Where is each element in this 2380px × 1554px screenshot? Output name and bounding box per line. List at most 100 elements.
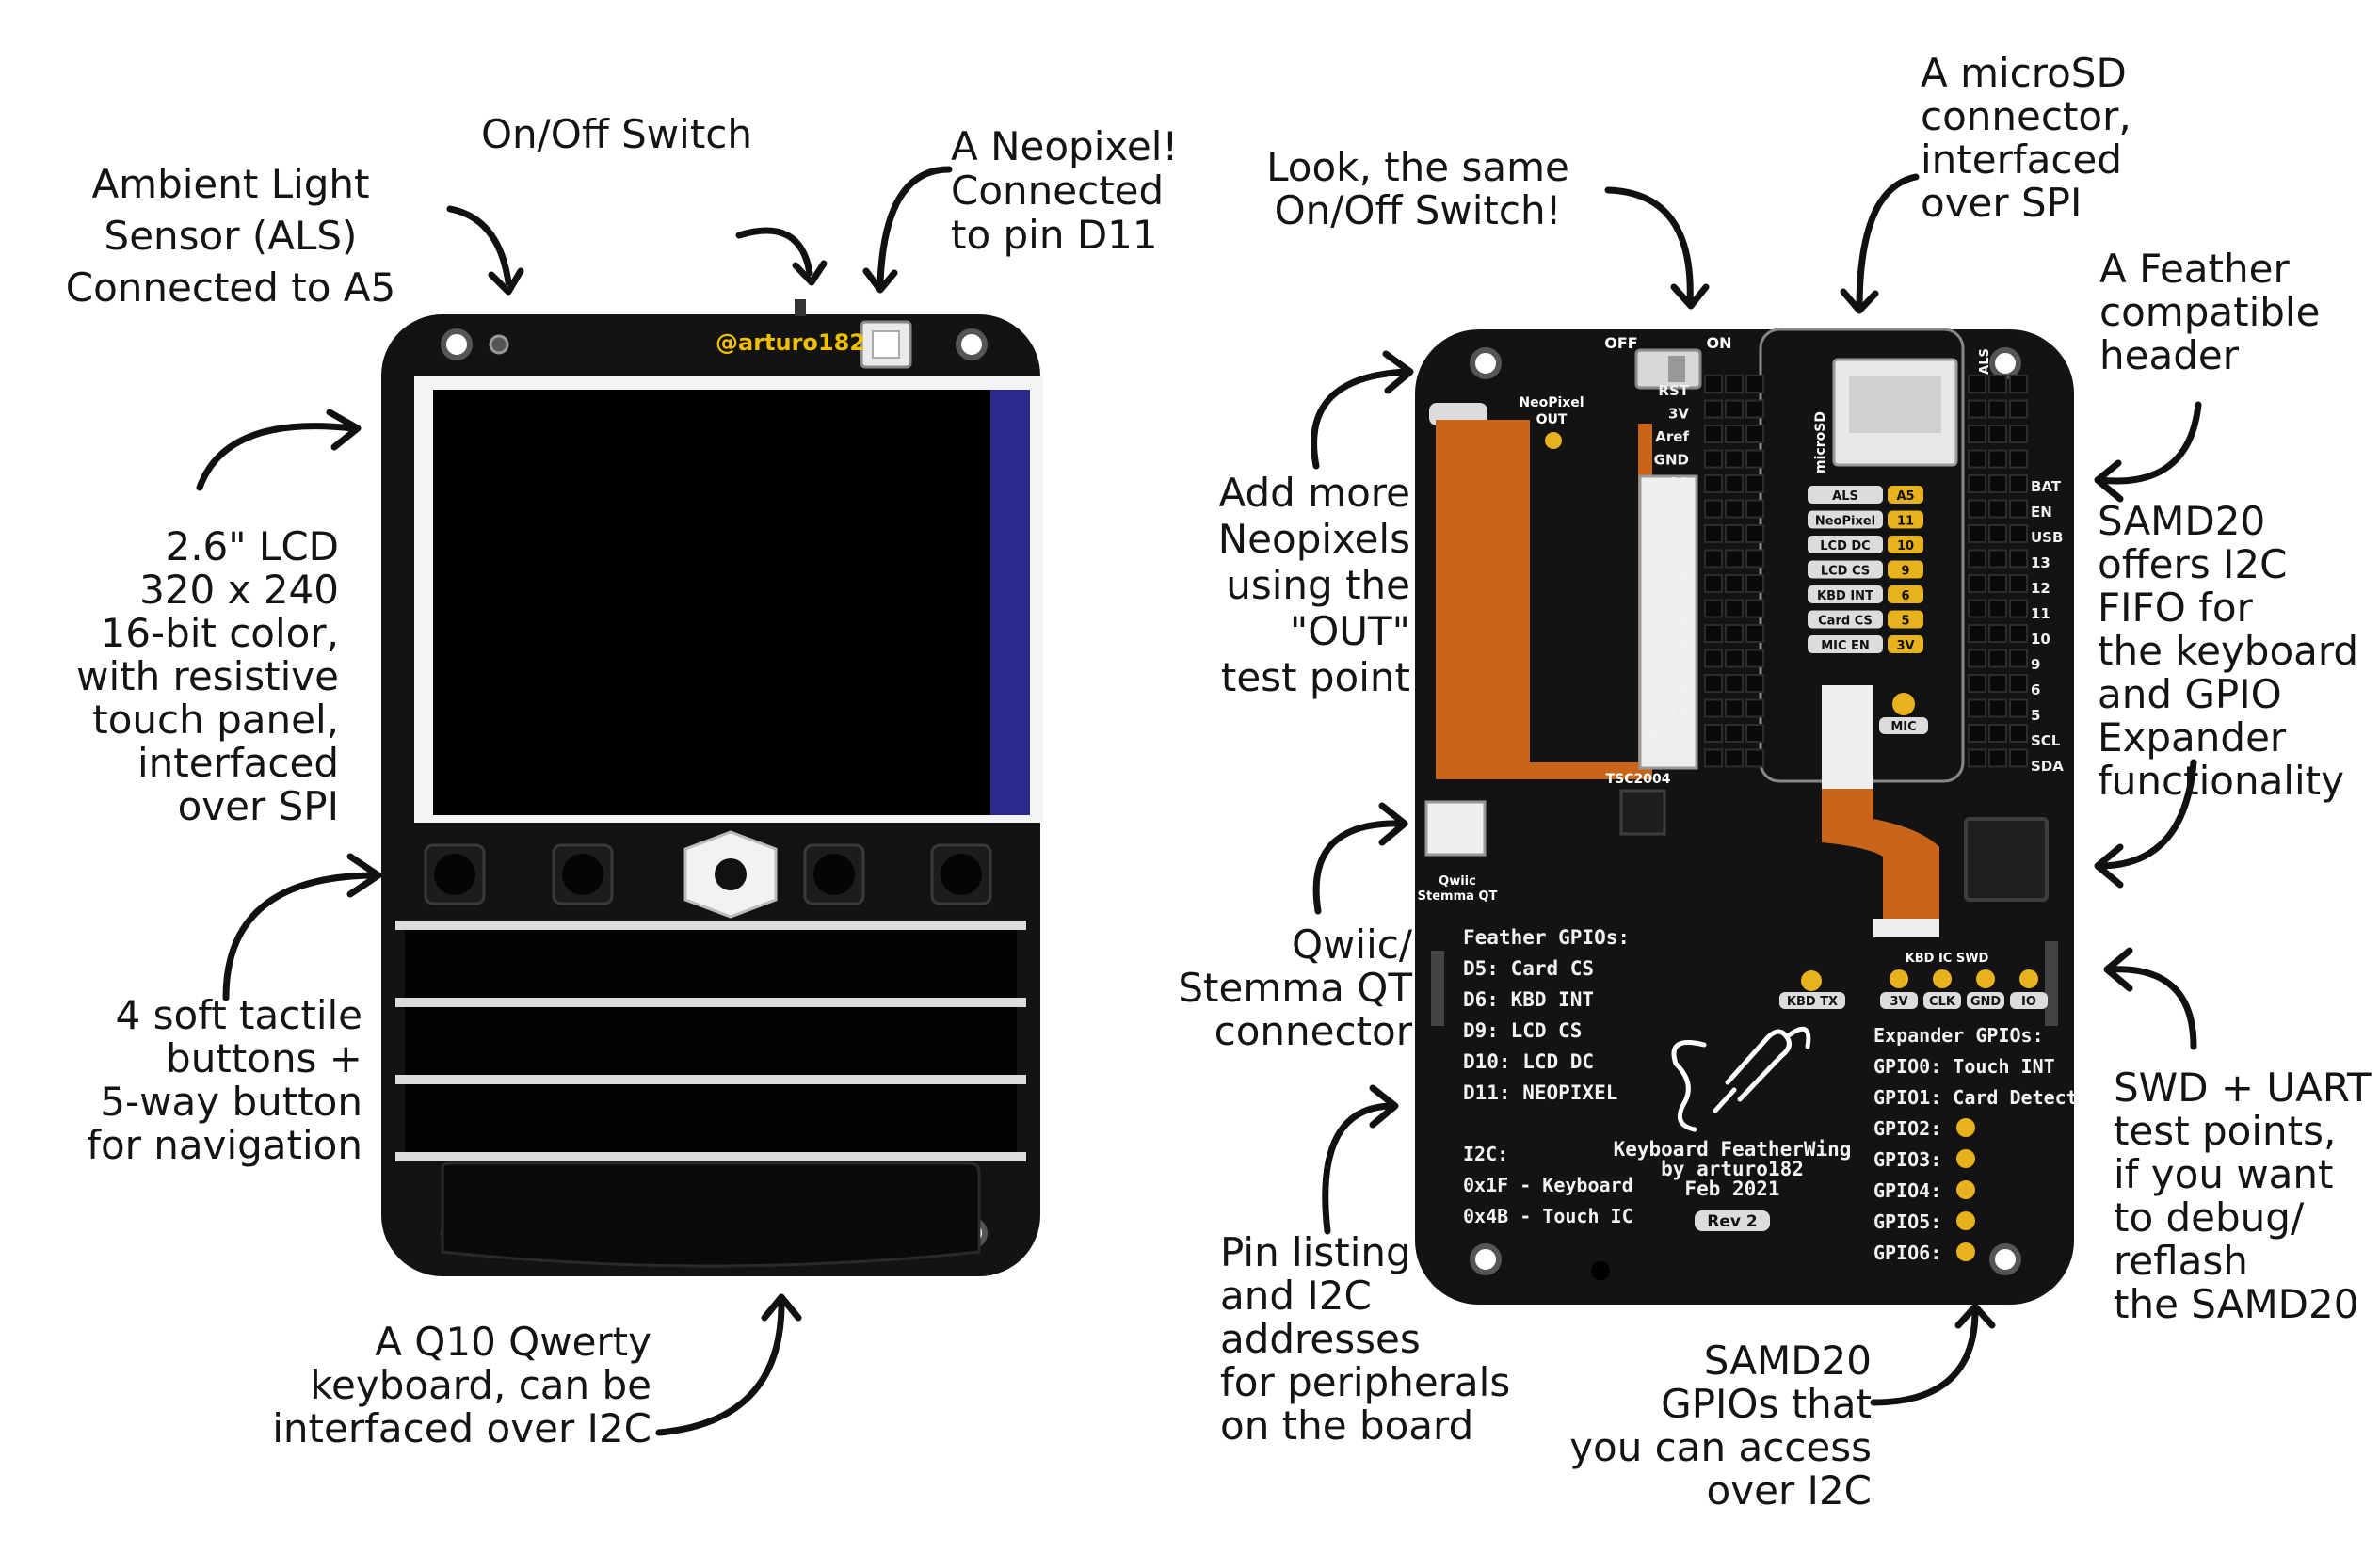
mic-label: MIC (1890, 720, 1916, 734)
header-pin (2009, 375, 2028, 393)
swd-pads: 3V CLK GND IO (1880, 969, 2048, 1009)
header-pin (1968, 375, 1986, 393)
header-pin (1988, 624, 2007, 643)
gpio-pad (1956, 1211, 1975, 1230)
header-pin (1988, 724, 2007, 743)
annotation-microsd: A microSD (1921, 50, 2127, 96)
annotation-pin-listing: and I2C (1220, 1273, 1372, 1319)
expander-gpio-line: GPIO2: (1873, 1117, 1941, 1140)
annotation-keyboard: keyboard, can be (310, 1362, 651, 1408)
annotation-samd20: offers I2C (2098, 541, 2287, 587)
header-pin (1968, 624, 1986, 643)
handle-label: @arturo182 (716, 329, 865, 356)
header-pin (1968, 599, 1986, 618)
lcd-edge (990, 390, 1030, 815)
gpio-pad (1956, 1118, 1975, 1137)
switch-on-label: ON (1707, 334, 1732, 352)
header-pin (1725, 499, 1744, 519)
header-pin (1988, 375, 2007, 393)
header-pin (2009, 724, 2028, 743)
annotation-gpios: GPIOs that (1661, 1381, 1872, 1427)
header-pin (1745, 574, 1764, 593)
annotation-more-neopixels: test point (1221, 654, 1410, 700)
qwerty-keyboard (395, 921, 1026, 1268)
swd-pad (2019, 969, 2038, 988)
annotation-buttons: for navigation (87, 1122, 362, 1168)
expander-gpio-line: GPIO5: (1873, 1210, 1941, 1233)
pin-label: A4 (1668, 567, 1689, 584)
header-pin (1725, 574, 1744, 593)
mapping-row (1888, 610, 1923, 629)
header-pin (1745, 474, 1764, 493)
i2c-listing: I2C: 0x1F - Keyboard 0x4B - Touch IC (1463, 1143, 1633, 1227)
pin-label: A3 (1668, 544, 1689, 561)
annotation-samd20: Expander (2098, 714, 2287, 761)
annotation-gpios: over I2C (1707, 1467, 1872, 1514)
pin-label: 3V (1668, 406, 1689, 423)
annotation-pin-listing: Pin listing (1220, 1229, 1411, 1275)
i2c-line: I2C: (1463, 1143, 1508, 1165)
right-pin-labels: BAT EN USB 13 12 11 10 9 6 5 SCL SDA (2031, 478, 2064, 775)
header-pin (1704, 748, 1723, 768)
annotation-more-neopixels: using the (1226, 562, 1410, 608)
pin-label: A1 (1668, 498, 1689, 515)
header-pin (1704, 574, 1723, 593)
annotation-gpios: you can access (1569, 1424, 1872, 1470)
header-pin (1968, 674, 1986, 693)
qwiic-label: Qwiic (1439, 874, 1476, 889)
mapping-pin: 5 (1901, 615, 1909, 629)
gpio-pad (1956, 1180, 1975, 1199)
header-pin (1725, 599, 1744, 618)
annotation-neopixel: A Neopixel! (951, 123, 1178, 169)
annotation-samd20: FIFO for (2098, 585, 2254, 631)
mount-hole (1989, 347, 2021, 379)
header-pin (1988, 399, 2007, 419)
header-pin (1725, 748, 1744, 768)
header-pin (2009, 698, 2028, 718)
feather-gpio-line: D6: KBD INT (1463, 988, 1594, 1011)
annotation-als: Sensor (ALS) (105, 213, 358, 259)
mapping-row (1888, 585, 1923, 603)
annotation-lcd: interfaced (137, 740, 339, 786)
pin-label: SDA (2031, 758, 2064, 775)
header-pin (1704, 599, 1723, 618)
microsd-label: microSD (1813, 411, 1828, 473)
swd-pin-label: CLK (1929, 995, 1956, 1009)
right-side-connector (2045, 941, 2058, 1026)
annotation-keyboard: A Q10 Qwerty (375, 1319, 651, 1365)
header-pin (1968, 449, 1986, 469)
header-pin (1968, 499, 1986, 519)
mapping-row (1808, 560, 1883, 579)
feather-gpio-listing: Feather GPIOs: D5: Card CS D6: KBD INT D9: … (1463, 926, 1630, 1104)
tsc2004-label: TSC2004 (1606, 772, 1671, 787)
pin-label: 13 (2031, 554, 2050, 571)
header-pin (1745, 449, 1764, 469)
header-pin (1988, 474, 2007, 493)
header-pin (2009, 674, 2028, 693)
mapping-row (1808, 610, 1883, 629)
header-pin (1704, 549, 1723, 569)
switch-off-label: OFF (1604, 334, 1637, 352)
pin-label: TX (1668, 705, 1689, 722)
feather-gpio-line: D10: LCD DC (1463, 1050, 1594, 1073)
header-pin (1725, 474, 1744, 493)
als-sensor (489, 334, 509, 355)
header-pin (2009, 649, 2028, 668)
annotation-samd20: and GPIO (2098, 671, 2282, 717)
pin-label: RX (1667, 682, 1690, 699)
tsc2004-chip (1619, 789, 1666, 836)
annotation-lcd: 16-bit color, (100, 610, 339, 656)
i2c-line: 0x4B - Touch IC (1463, 1205, 1633, 1227)
header-pin (1725, 698, 1744, 718)
annotation-lcd: 2.6" LCD (165, 523, 339, 569)
header-pin (1704, 624, 1723, 643)
header-pin (2009, 599, 2028, 618)
header-pin (1988, 649, 2007, 668)
pin-mapping-table: ALS A5 NeoPixel 11 LCD DC 10 LCD CS 9 KBD INT 6 Ca… (1808, 486, 1923, 653)
header-pin (1725, 449, 1744, 469)
mount-hole (1989, 1243, 2021, 1275)
mapping-row (1808, 585, 1883, 603)
lcd-screen (433, 390, 990, 815)
header-pin (1745, 748, 1764, 768)
